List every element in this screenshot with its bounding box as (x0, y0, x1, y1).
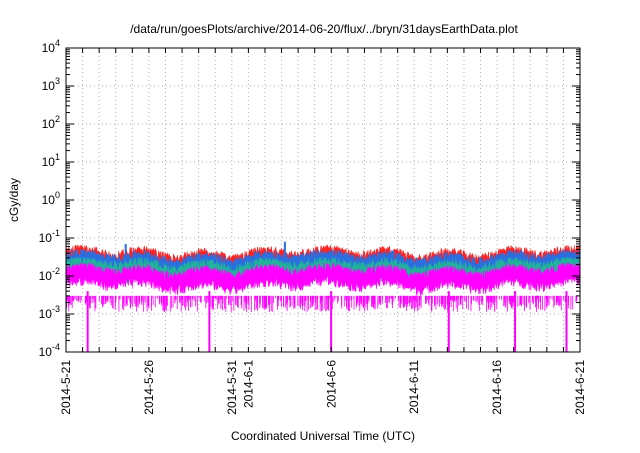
y-axis-label: cGy/day (7, 178, 21, 222)
y-tick-label: 100 (42, 190, 60, 207)
x-tick-label: 2014-6-16 (490, 360, 504, 415)
x-tick-label: 2014-6-21 (573, 360, 587, 415)
y-tick-label: 101 (42, 152, 60, 169)
x-tick-label: 2014-6-11 (407, 360, 421, 414)
y-tick-label: 104 (42, 38, 60, 55)
y-tick-label: 10-1 (39, 228, 60, 245)
series-3-lower-spikes (65, 295, 578, 313)
x-tick-label: 2014-5-31 (225, 360, 239, 415)
y-tick-labels: 10-4 10-3 10-2 10-1 100 101 102 103 104 (39, 38, 60, 359)
y-tick-label: 10-2 (39, 266, 60, 283)
x-tick-label: 2014-5-26 (142, 360, 156, 415)
ticks (65, 47, 581, 353)
y-tick-label: 10-3 (39, 304, 60, 321)
x-tick-label: 2014-6-1 (241, 360, 255, 408)
grid (66, 48, 580, 352)
y-tick-label: 10-4 (39, 342, 60, 359)
x-tick-label: 2014-6-6 (324, 360, 338, 408)
chart-title: /data/run/goesPlots/archive/2014-06-20/f… (130, 22, 518, 36)
y-tick-label: 103 (42, 76, 60, 93)
series-layer (65, 241, 581, 352)
x-axis-label: Coordinated Universal Time (UTC) (231, 429, 415, 443)
y-tick-label: 102 (42, 114, 60, 131)
x-tick-labels: 2014-5-21 2014-5-26 2014-5-31 2014-6-1 2014-… (59, 360, 587, 415)
x-tick-label: 2014-5-21 (59, 360, 73, 415)
